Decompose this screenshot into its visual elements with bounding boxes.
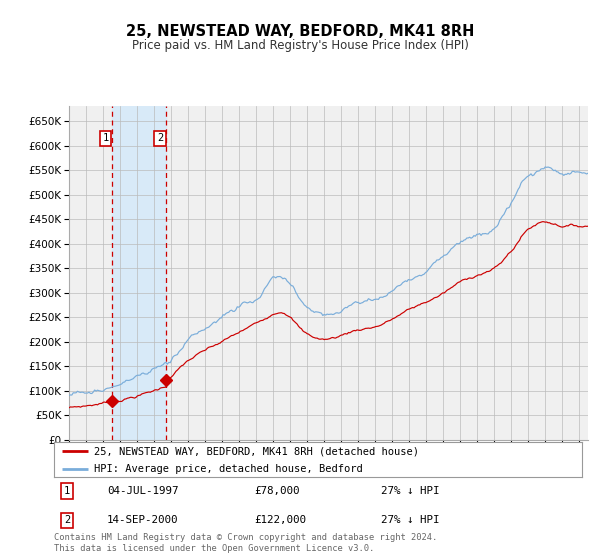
Text: 25, NEWSTEAD WAY, BEDFORD, MK41 8RH: 25, NEWSTEAD WAY, BEDFORD, MK41 8RH [126,24,474,39]
Text: £122,000: £122,000 [254,515,307,525]
Text: 2: 2 [157,133,163,143]
Text: 2: 2 [64,515,70,525]
Text: £78,000: £78,000 [254,486,300,496]
Text: HPI: Average price, detached house, Bedford: HPI: Average price, detached house, Bedf… [94,464,362,474]
Text: Contains HM Land Registry data © Crown copyright and database right 2024.
This d: Contains HM Land Registry data © Crown c… [54,533,437,553]
Text: 04-JUL-1997: 04-JUL-1997 [107,486,178,496]
Text: 1: 1 [103,133,109,143]
Bar [112,106,166,440]
Text: 27% ↓ HPI: 27% ↓ HPI [382,486,440,496]
Text: 27% ↓ HPI: 27% ↓ HPI [382,515,440,525]
Text: Price paid vs. HM Land Registry's House Price Index (HPI): Price paid vs. HM Land Registry's House … [131,39,469,52]
Text: 1: 1 [64,486,70,496]
Text: 14-SEP-2000: 14-SEP-2000 [107,515,178,525]
Text: 25, NEWSTEAD WAY, BEDFORD, MK41 8RH (detached house): 25, NEWSTEAD WAY, BEDFORD, MK41 8RH (det… [94,446,419,456]
